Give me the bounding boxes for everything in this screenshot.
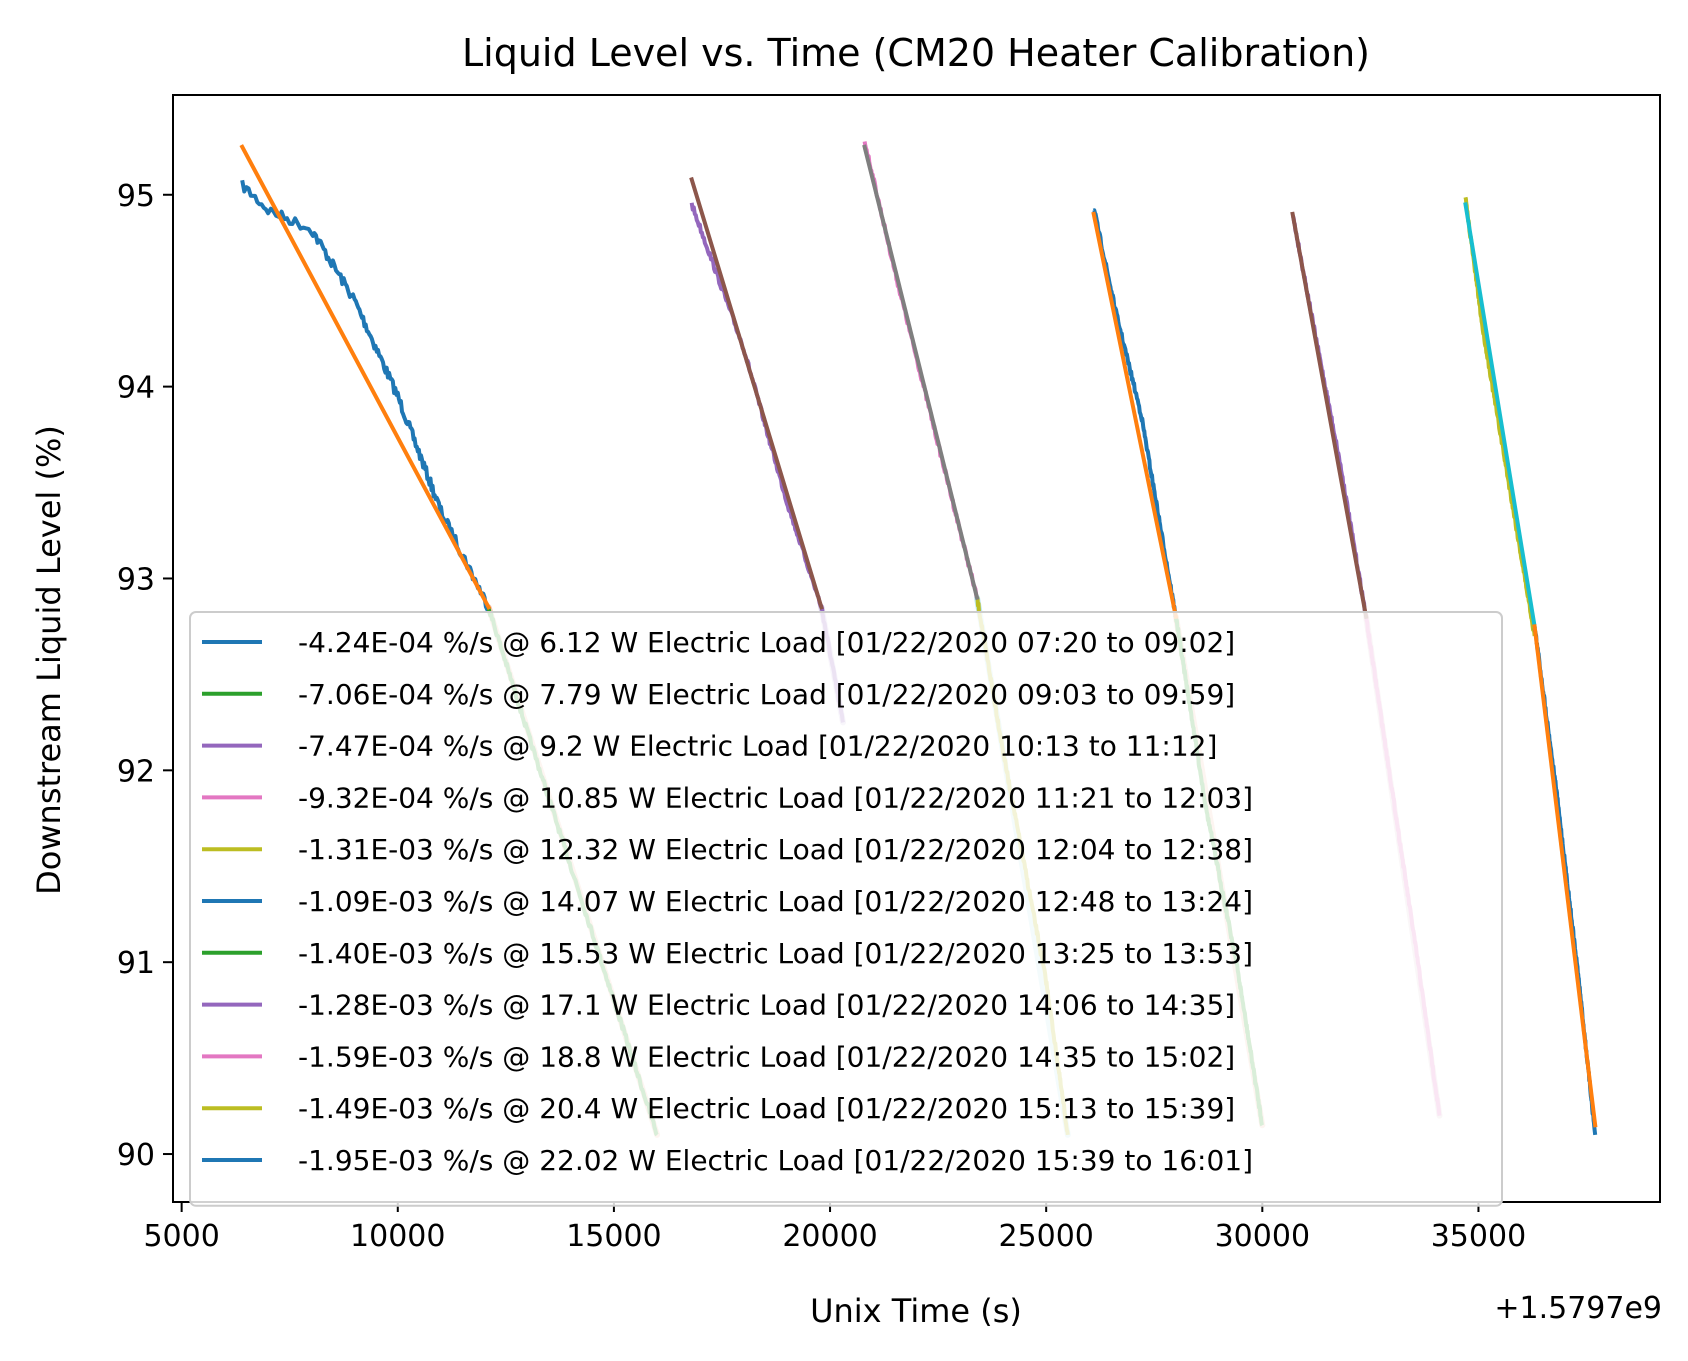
x-tick-label: 25000: [998, 1219, 1093, 1254]
legend-entry-4: -9.32E-04 %/s @ 10.85 W Electric Load [0…: [298, 781, 1253, 814]
y-tick-label: 92: [117, 754, 155, 789]
x-tick-label: 20000: [782, 1219, 877, 1254]
x-tick-label: 10000: [350, 1219, 445, 1254]
x-tick-label: 5000: [143, 1219, 219, 1254]
fit-line-5: [1290, 211, 1369, 620]
fit-line-3: [862, 144, 980, 601]
legend-entry-7: -1.40E-03 %/s @ 15.53 W Electric Load [0…: [298, 937, 1253, 970]
y-tick-label: 91: [117, 946, 155, 981]
y-tick-label: 95: [117, 179, 155, 214]
legend-entry-3: -7.47E-04 %/s @ 9.2 W Electric Load [01/…: [298, 730, 1217, 763]
axis-ticks: 5000 10000 15000 20000 25000 30000 35000 90 91 92…: [117, 179, 1526, 1254]
y-tick-label: 93: [117, 562, 155, 597]
legend-entry-2: -7.06E-04 %/s @ 7.79 W Electric Load [01…: [298, 678, 1235, 711]
x-tick-label: 35000: [1431, 1219, 1526, 1254]
legend-entry-1: -4.24E-04 %/s @ 6.12 W Electric Load [01…: [298, 626, 1235, 659]
y-axis-label: Downstream Liquid Level (%): [30, 425, 68, 895]
legend-entry-8: -1.28E-03 %/s @ 17.1 W Electric Load [01…: [298, 989, 1235, 1022]
legend-entry-5: -1.31E-03 %/s @ 12.32 W Electric Load [0…: [298, 833, 1253, 866]
series-line-1: [240, 179, 491, 612]
chart-title: Liquid Level vs. Time (CM20 Heater Calib…: [462, 31, 1370, 75]
y-tick-label: 90: [117, 1138, 155, 1173]
fit-line-2: [689, 176, 824, 610]
fit-line-6: [1463, 202, 1537, 629]
legend-entry-6: -1.09E-03 %/s @ 14.07 W Electric Load [0…: [298, 885, 1253, 918]
x-tick-label: 15000: [566, 1219, 661, 1254]
legend-box: [189, 611, 1503, 1207]
legend-entry-9: -1.59E-03 %/s @ 18.8 W Electric Load [01…: [298, 1040, 1235, 1073]
fit-line-7: [1532, 624, 1598, 1128]
fit-line-1: [239, 144, 492, 611]
legend-entry-10: -1.49E-03 %/s @ 20.4 W Electric Load [01…: [298, 1092, 1235, 1125]
x-offset-label: +1.5797e9: [1494, 1291, 1662, 1326]
legend-entry-11: -1.95E-03 %/s @ 22.02 W Electric Load [0…: [298, 1144, 1253, 1177]
legend: -4.24E-04 %/s @ 6.12 W Electric Load [01…: [189, 611, 1503, 1207]
x-axis-label: Unix Time (s): [810, 1292, 1022, 1330]
x-tick-label: 30000: [1215, 1219, 1310, 1254]
fit-line-4: [1091, 211, 1179, 620]
y-tick-label: 94: [117, 371, 155, 406]
